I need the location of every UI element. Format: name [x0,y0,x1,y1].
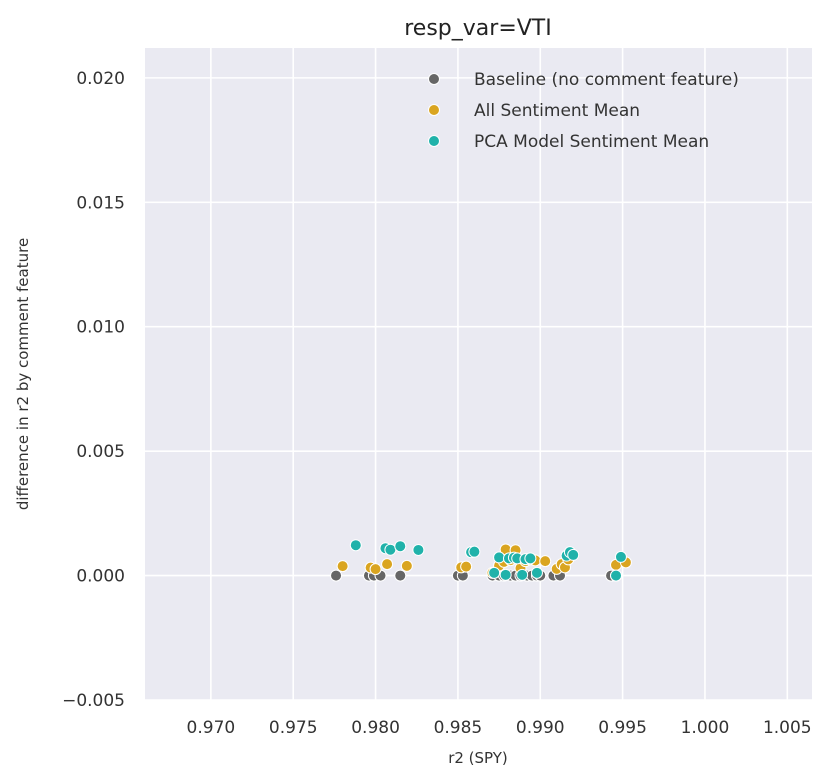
data-point [516,568,529,581]
data-point [567,548,580,561]
y-axis-label: difference in r2 by comment feature [14,238,32,510]
data-point [524,552,537,565]
y-tick-labels: −0.005 0.000 0.005 0.010 0.015 0.020 [62,69,125,711]
x-tick-label: 0.995 [598,718,647,738]
y-tick-label: 0.010 [76,318,125,338]
data-series [330,539,632,582]
x-tick-label: 1.005 [763,718,812,738]
x-tick-label: 0.980 [351,718,400,738]
legend-label: PCA Model Sentiment Mean [474,132,709,152]
y-tick-label: 0.020 [76,69,125,89]
data-point [488,566,501,579]
data-point [610,569,623,582]
plot-area [145,48,812,700]
legend-label: Baseline (no comment feature) [474,70,739,90]
legend-marker [428,135,440,147]
gridlines [145,48,812,701]
x-tick-label: 0.970 [187,718,236,738]
x-tick-labels: 0.970 0.975 0.980 0.985 0.990 0.995 1.000 1.005 [187,718,812,738]
series-2 [349,539,627,582]
data-point [460,560,473,573]
y-tick-label: −0.005 [62,691,125,711]
data-point [499,568,512,581]
data-point [394,569,407,582]
data-point [381,558,394,571]
data-point [330,569,343,582]
data-point [400,559,413,572]
x-tick-label: 0.985 [434,718,483,738]
data-point [412,543,425,556]
data-point [493,551,506,564]
data-point [614,550,627,563]
data-point [336,560,349,573]
data-point [530,566,543,579]
legend-label: All Sentiment Mean [474,101,640,121]
data-point [539,555,552,568]
data-point [468,545,481,558]
legend-marker [428,104,440,116]
x-axis-label: r2 (SPY) [448,749,508,767]
legend-marker [428,73,440,85]
x-tick-label: 1.000 [681,718,730,738]
y-tick-label: 0.015 [76,193,125,213]
x-tick-label: 0.975 [269,718,318,738]
chart-title: resp_var=VTI [404,16,551,41]
y-tick-label: 0.005 [76,442,125,462]
x-tick-label: 0.990 [516,718,565,738]
data-point [369,563,382,576]
data-point [394,540,407,553]
y-tick-label: 0.000 [76,567,125,587]
legend: Baseline (no comment feature) All Sentime… [428,70,739,152]
data-point [384,543,397,556]
data-point [349,539,362,552]
